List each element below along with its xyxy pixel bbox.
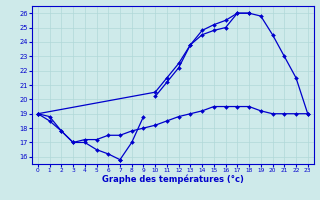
X-axis label: Graphe des températures (°c): Graphe des températures (°c) <box>102 175 244 184</box>
